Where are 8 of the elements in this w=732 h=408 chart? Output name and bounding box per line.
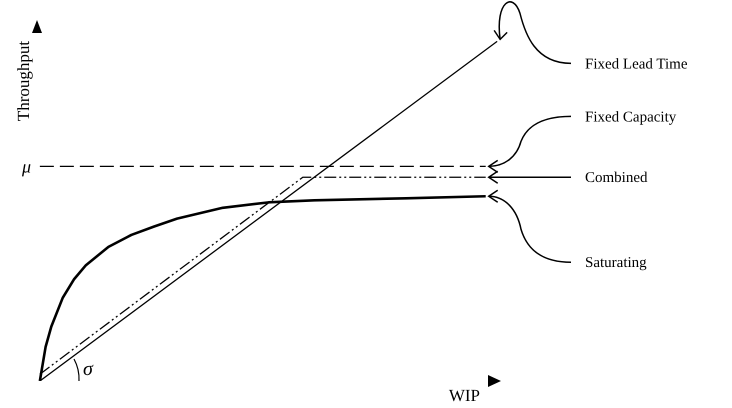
text: Combined — [585, 170, 648, 186]
annotation: σ — [83, 358, 94, 380]
text: Saturating — [585, 255, 648, 272]
text: Fixed Capacity — [585, 109, 677, 126]
text: Fixed Lead Time — [585, 56, 688, 72]
x-axis-title: WIP — [448, 386, 480, 405]
text: μ — [20, 156, 31, 176]
y-axis-title: Throughput — [14, 40, 33, 122]
